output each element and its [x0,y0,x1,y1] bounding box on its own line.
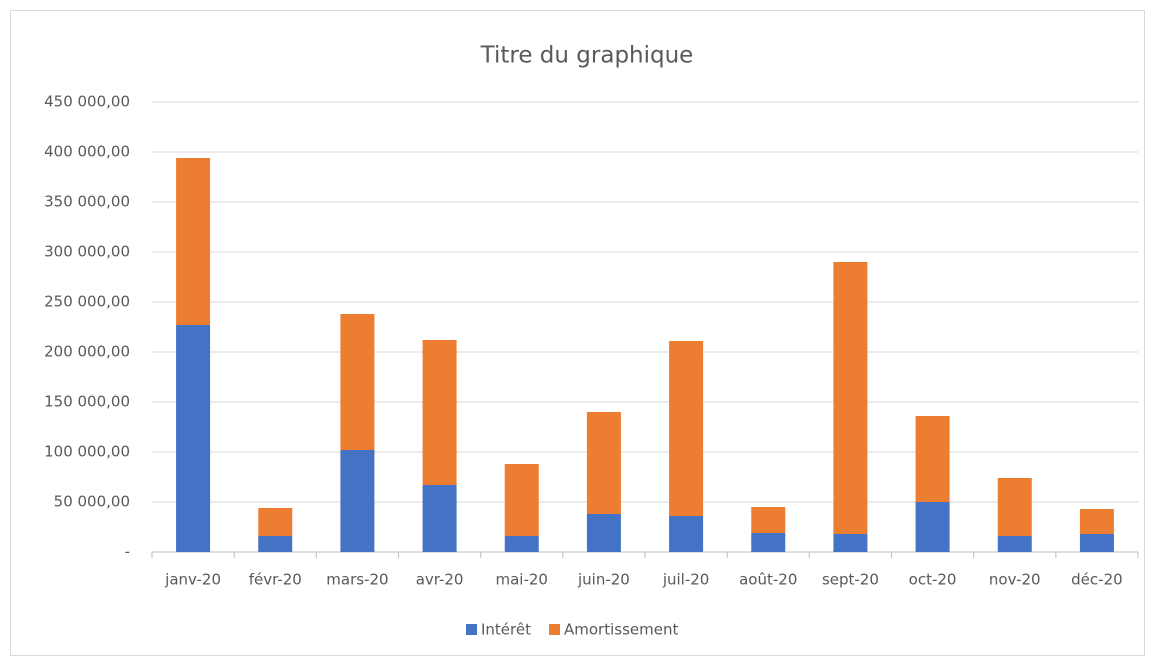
bar-segment [669,341,704,516]
bar-segment [997,478,1032,536]
y-tick-label: - [125,543,130,561]
x-tick-label: juin-20 [577,571,630,589]
bar-segment [1079,509,1114,534]
y-tick-label: 300 000,00 [44,243,130,261]
bar-segment [915,502,950,552]
bar-segment [751,533,786,552]
bar-segment [340,314,375,450]
bar-segment [504,536,539,552]
y-tick-label: 100 000,00 [44,443,130,461]
chart-title: Titre du graphique [480,43,694,69]
y-tick-label: 400 000,00 [44,143,130,161]
bar-segment [258,508,293,536]
bar-segment [586,412,621,514]
legend-label: Intérêt [481,621,531,639]
bar-segment [833,534,868,552]
x-tick-label: sept-20 [822,571,879,589]
x-tick-label: mars-20 [326,571,388,589]
bar-segment [422,485,457,552]
x-tick-label: août-20 [739,571,797,589]
bar-segment [176,325,211,552]
bar-segment [340,450,375,552]
x-tick-label: avr-20 [416,571,464,589]
y-tick-label: 150 000,00 [44,393,130,411]
bar-segment [504,464,539,536]
bar-segment [176,158,211,325]
bar-segment [751,507,786,533]
y-tick-label: 200 000,00 [44,343,130,361]
bar-segment [1079,534,1114,552]
bar-segment [997,536,1032,552]
x-tick-label: nov-20 [989,571,1041,589]
y-tick-label: 450 000,00 [44,93,130,111]
legend-label: Amortissement [564,621,678,639]
bar-segment [833,262,868,534]
bar-segment [669,516,704,552]
x-tick-label: févr-20 [249,571,302,589]
y-tick-label: 250 000,00 [44,293,130,311]
x-tick-label: déc-20 [1071,571,1123,589]
x-tick-label: janv-20 [164,571,221,589]
legend-swatch [466,624,477,635]
bar-segment [915,416,950,502]
x-tick-label: mai-20 [496,571,548,589]
x-tick-label: juil-20 [662,571,710,589]
x-tick-label: oct-20 [909,571,957,589]
y-tick-label: 350 000,00 [44,193,130,211]
bar-segment [422,340,457,485]
bar-segment [586,514,621,552]
bar-segment [258,536,293,552]
y-tick-label: 50 000,00 [54,493,130,511]
legend-swatch [549,624,560,635]
